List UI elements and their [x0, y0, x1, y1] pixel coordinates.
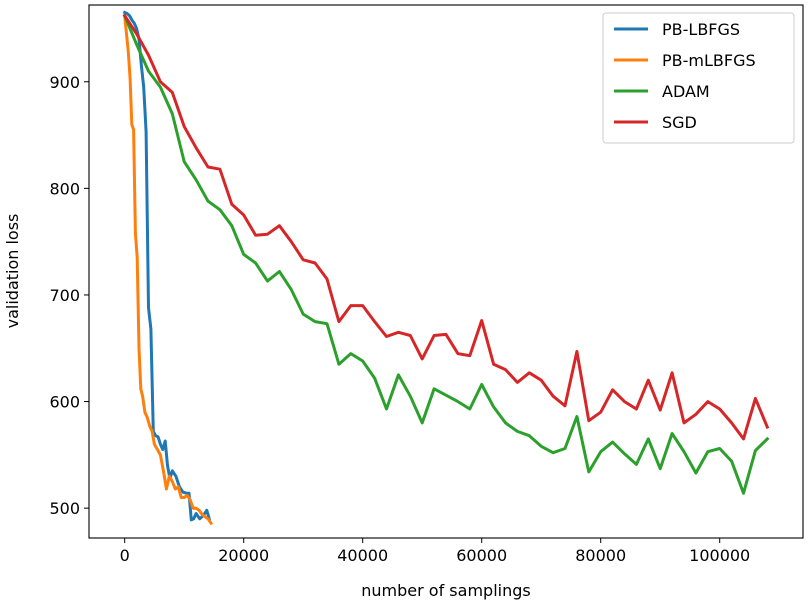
- series-line-pb-lbfgs: [122, 10, 212, 522]
- series-line-pb-mlbfgs: [123, 14, 214, 526]
- legend-label-pb-lbfgs: PB-LBFGS: [662, 20, 740, 39]
- series-line-sgd: [122, 13, 770, 441]
- series-line-adam: [122, 13, 770, 495]
- x-tick-label-0: 0: [120, 546, 130, 565]
- y-tick-label-4: 900: [49, 73, 80, 92]
- plot-frame: [88, 4, 804, 539]
- x-tick-label-4: 80000: [575, 546, 626, 565]
- legend-box: [602, 12, 795, 144]
- x-axis-label: number of samplings: [361, 581, 530, 600]
- y-tick-label-1: 600: [49, 393, 80, 412]
- y-tick-label-2: 700: [49, 286, 80, 305]
- x-tick-label-1: 20000: [218, 546, 269, 565]
- x-tick-label-3: 60000: [456, 546, 507, 565]
- legend-label-pb-mlbfgs: PB-mLBFGS: [662, 51, 756, 70]
- legend-label-adam: ADAM: [662, 82, 710, 101]
- x-tick-label-2: 40000: [337, 546, 388, 565]
- y-tick-label-3: 800: [49, 179, 80, 198]
- x-axis-ticks: 0 20000 40000 60000 80000 100000: [120, 538, 750, 565]
- y-axis-ticks: 500 600 700 800 900: [49, 73, 89, 518]
- legend-label-sgd: SGD: [662, 113, 697, 132]
- y-tick-label-0: 500: [49, 499, 80, 518]
- x-tick-label-5: 100000: [689, 546, 750, 565]
- y-axis-label: validation loss: [3, 214, 22, 329]
- series-layer: [122, 10, 770, 526]
- legend: PB-LBFGS PB-mLBFGS ADAM SGD: [602, 12, 795, 144]
